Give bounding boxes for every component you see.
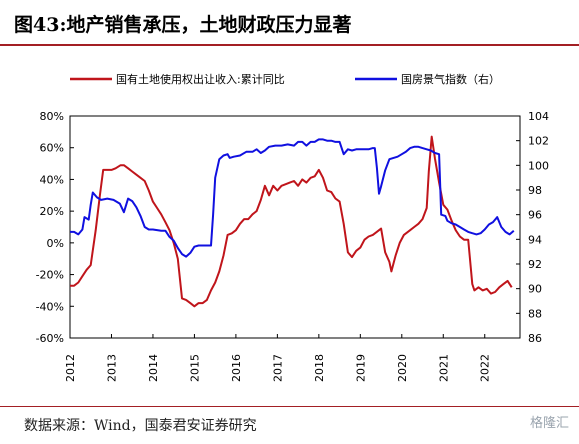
left-tick-label: 0% (47, 237, 64, 250)
plot-border (69, 115, 521, 339)
x-tick-label: 2022 (479, 354, 492, 382)
right-tick-label: 88 (528, 307, 542, 320)
right-tick-label: 100 (528, 159, 549, 172)
right-tick-label: 98 (528, 184, 542, 197)
right-tick-label: 94 (528, 233, 542, 246)
right-tick-label: 96 (528, 209, 542, 222)
right-tick-label: 92 (528, 258, 542, 271)
legend: 国有土地使用权出让收入:累计同比 国房景气指数（右） (70, 72, 500, 86)
legend-label: 国房景气指数（右） (401, 72, 500, 86)
left-tick-label: 60% (40, 142, 64, 155)
right-tick-label: 102 (528, 135, 549, 148)
real-estate-index-line (70, 138, 515, 258)
title-rule (0, 44, 579, 46)
left-axis: -60% -40% -20% 0% 20% 40% 60% 80% (36, 110, 74, 345)
right-tick-label: 104 (528, 110, 549, 123)
left-tick-label: -60% (36, 332, 64, 345)
chart-title: 图43:地产销售承压，土地财政压力显著 (14, 14, 352, 36)
left-tick-label: 40% (40, 173, 64, 186)
x-tick-label: 2012 (64, 354, 77, 382)
chart-area: 国有土地使用权出让收入:累计同比 国房景气指数（右） -60% -40% -20% 0%… (36, 72, 549, 382)
watermark: 格隆汇 (529, 416, 569, 431)
x-tick-label: 2016 (230, 354, 243, 382)
footer-rule (0, 406, 579, 407)
legend-label: 国有土地使用权出让收入:累计同比 (116, 72, 285, 86)
right-tick-label: 86 (528, 332, 542, 345)
right-tick-label: 90 (528, 283, 542, 296)
x-tick-label: 2017 (271, 354, 284, 382)
right-axis: 86 88 90 92 94 96 98 100 102 104 (516, 110, 549, 345)
left-tick-label: -40% (36, 300, 64, 313)
x-tick-label: 2013 (105, 354, 118, 382)
x-tick-label: 2015 (188, 354, 201, 382)
series-layer (70, 135, 515, 308)
x-tick-label: 2014 (147, 354, 160, 382)
x-tick-label: 2019 (354, 354, 367, 382)
left-tick-label: -20% (36, 269, 64, 282)
left-tick-label: 80% (40, 110, 64, 123)
land-revenue-yoy-line (70, 135, 513, 308)
source-note: 数据来源：Wind，国泰君安证券研究 (24, 418, 257, 434)
plot-frame (69, 115, 521, 339)
x-tick-label: 2018 (313, 354, 326, 382)
x-tick-label: 2021 (437, 354, 450, 382)
left-tick-label: 20% (40, 205, 64, 218)
x-axis: 2012 2013 2014 2015 2016 2017 2018 2019 2020 2021… (64, 334, 492, 382)
x-tick-label: 2020 (396, 354, 409, 382)
